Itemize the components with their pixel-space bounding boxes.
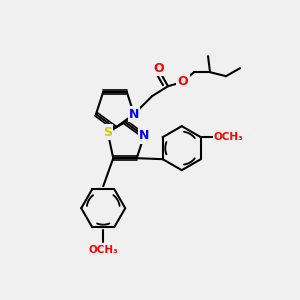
Text: O: O <box>178 75 188 88</box>
Text: OCH₃: OCH₃ <box>214 132 244 142</box>
Text: S: S <box>103 125 112 139</box>
Text: N: N <box>139 129 149 142</box>
Text: OCH₃: OCH₃ <box>88 245 118 255</box>
Text: O: O <box>154 62 164 75</box>
Text: N: N <box>129 108 139 121</box>
